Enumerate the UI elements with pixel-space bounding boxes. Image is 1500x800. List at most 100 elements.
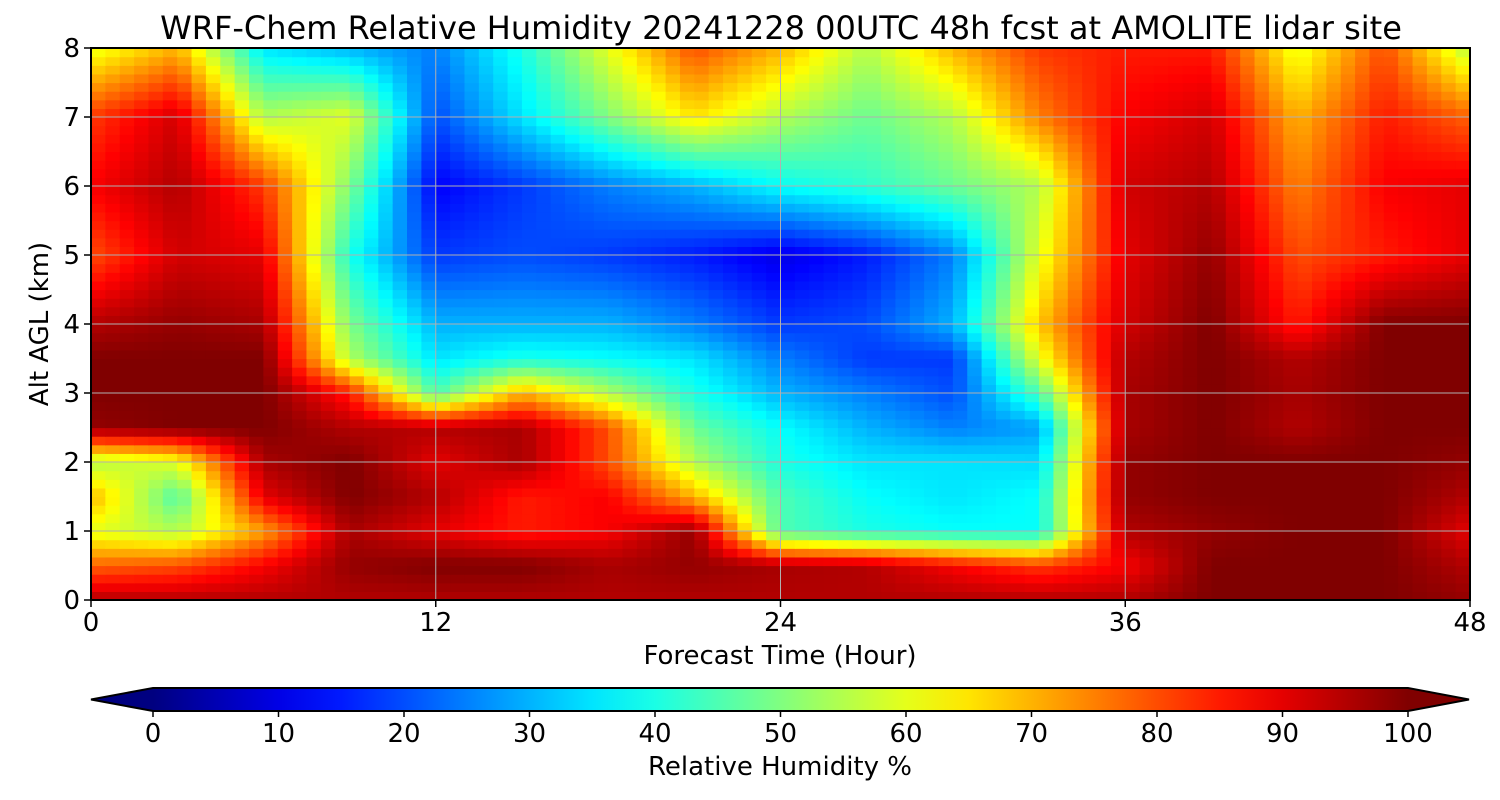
heatmap-cell	[1024, 548, 1040, 558]
heatmap-cell	[335, 332, 351, 342]
heatmap-cell	[550, 401, 566, 411]
heatmap-cell	[895, 444, 911, 454]
heatmap-cell	[593, 358, 609, 368]
heatmap-cell	[1383, 177, 1399, 187]
heatmap-cell	[191, 582, 207, 592]
heatmap-cell	[407, 531, 422, 541]
heatmap-cell	[507, 436, 523, 446]
heatmap-cell	[579, 367, 595, 377]
heatmap-cell	[1082, 531, 1098, 541]
heatmap-cell	[1053, 280, 1069, 291]
heatmap-cell	[1254, 565, 1270, 575]
heatmap-cell	[1168, 272, 1184, 282]
heatmap-cell	[1168, 211, 1184, 222]
heatmap-cell	[809, 444, 825, 454]
heatmap-cell	[105, 246, 121, 256]
heatmap-cell	[1441, 384, 1457, 394]
heatmap-cell	[1139, 272, 1155, 282]
heatmap-cell	[1426, 229, 1442, 239]
heatmap-cell	[1039, 186, 1055, 196]
heatmap-cell	[493, 539, 509, 549]
heatmap-cell	[1024, 168, 1040, 178]
heatmap-cell	[277, 168, 293, 178]
heatmap-cell	[1369, 453, 1385, 463]
heatmap-cell	[981, 211, 997, 222]
heatmap-cell	[148, 436, 164, 446]
heatmap-cell	[866, 246, 882, 256]
heatmap-cell	[1268, 582, 1284, 592]
heatmap-cell	[421, 384, 437, 394]
heatmap-cell	[1211, 591, 1227, 601]
heatmap-cell	[952, 315, 968, 325]
heatmap-cell	[909, 591, 925, 601]
heatmap-cell	[608, 418, 624, 429]
heatmap-cell	[1254, 186, 1270, 196]
heatmap-cell	[794, 556, 810, 567]
heatmap-cell	[1240, 246, 1256, 256]
heatmap-cell	[737, 358, 753, 368]
heatmap-cell	[1096, 487, 1112, 498]
heatmap-cell	[1355, 263, 1371, 273]
heatmap-cell	[1053, 168, 1069, 178]
heatmap-cell	[694, 194, 710, 204]
heatmap-cell	[1311, 272, 1327, 282]
heatmap-cell	[981, 522, 997, 532]
heatmap-cell	[823, 436, 839, 446]
heatmap-cell	[292, 246, 308, 256]
heatmap-cell	[1168, 410, 1184, 420]
heatmap-cell	[751, 220, 767, 230]
heatmap-cell	[1096, 298, 1112, 308]
heatmap-cell	[478, 453, 494, 463]
heatmap-cell	[1067, 410, 1083, 420]
heatmap-cell	[579, 496, 595, 506]
heatmap-cell	[478, 289, 494, 299]
heatmap-cell	[938, 427, 954, 437]
heatmap-cell	[407, 160, 422, 170]
heatmap-cell	[320, 151, 336, 161]
heatmap-cell	[1369, 315, 1385, 325]
heatmap-cell	[550, 531, 566, 541]
heatmap-cell	[363, 280, 379, 291]
heatmap-cell	[162, 255, 178, 265]
heatmap-cell	[1139, 306, 1155, 316]
heatmap-cell	[421, 487, 437, 498]
heatmap-cell	[464, 255, 480, 265]
heatmap-cell	[766, 186, 782, 196]
heatmap-cell	[220, 229, 236, 239]
heatmap-cell	[1153, 358, 1169, 368]
heatmap-cell	[1053, 548, 1069, 558]
heatmap-cell	[909, 246, 925, 256]
heatmap-cell	[119, 410, 135, 420]
heatmap-cell	[306, 160, 322, 170]
heatmap-cell	[1412, 410, 1428, 420]
heatmap-cell	[1240, 427, 1256, 437]
heatmap-cell	[1139, 479, 1155, 489]
heatmap-cell	[220, 470, 236, 480]
heatmap-cell	[1053, 349, 1069, 360]
heatmap-cell	[1268, 462, 1284, 472]
heatmap-cell	[1455, 479, 1471, 489]
heatmap-cell	[952, 548, 968, 558]
heatmap-cell	[205, 220, 221, 230]
heatmap-cell	[1283, 272, 1299, 282]
heatmap-cell	[320, 487, 336, 498]
heatmap-cell	[1383, 522, 1399, 532]
heatmap-cell	[881, 522, 897, 532]
heatmap-cell	[981, 565, 997, 575]
heatmap-cell	[665, 401, 681, 411]
heatmap-cell	[177, 556, 193, 567]
heatmap-cell	[1211, 582, 1227, 592]
heatmap-cell	[794, 151, 810, 161]
heatmap-cell	[794, 513, 810, 523]
heatmap-cell	[464, 358, 480, 368]
heatmap-cell	[263, 470, 279, 480]
heatmap-cell	[766, 332, 782, 342]
heatmap-cell	[1398, 358, 1414, 368]
heatmap-cell	[1283, 505, 1299, 515]
heatmap-cell	[809, 375, 825, 385]
heatmap-cell	[91, 194, 106, 204]
heatmap-cell	[565, 341, 580, 351]
heatmap-cell	[134, 384, 150, 394]
heatmap-cell	[1067, 470, 1083, 480]
heatmap-cell	[909, 574, 925, 584]
